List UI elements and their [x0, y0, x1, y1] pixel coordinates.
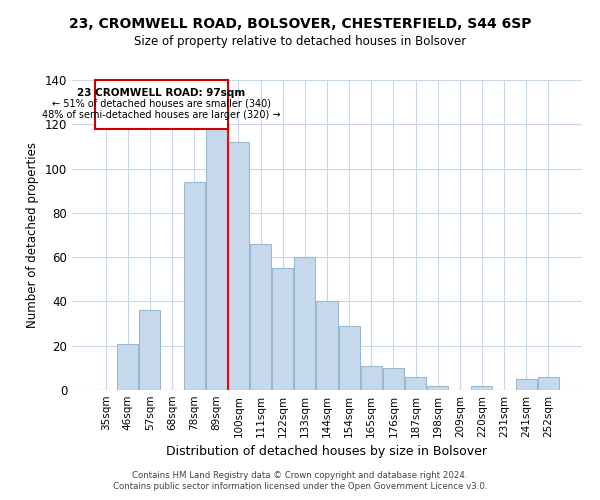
Bar — [361, 366, 382, 390]
Bar — [515, 379, 536, 390]
Bar — [206, 128, 227, 390]
Bar — [383, 368, 404, 390]
Y-axis label: Number of detached properties: Number of detached properties — [26, 142, 39, 328]
Text: ← 51% of detached houses are smaller (340): ← 51% of detached houses are smaller (34… — [52, 99, 271, 109]
Text: Size of property relative to detached houses in Bolsover: Size of property relative to detached ho… — [134, 35, 466, 48]
FancyBboxPatch shape — [95, 80, 228, 128]
Text: 48% of semi-detached houses are larger (320) →: 48% of semi-detached houses are larger (… — [42, 110, 281, 120]
Bar — [228, 142, 249, 390]
Text: 23 CROMWELL ROAD: 97sqm: 23 CROMWELL ROAD: 97sqm — [77, 88, 245, 98]
Bar — [316, 302, 338, 390]
Bar — [272, 268, 293, 390]
Bar — [295, 257, 316, 390]
Bar — [118, 344, 139, 390]
X-axis label: Distribution of detached houses by size in Bolsover: Distribution of detached houses by size … — [167, 446, 487, 458]
Bar — [405, 376, 426, 390]
Text: Contains HM Land Registry data © Crown copyright and database right 2024.: Contains HM Land Registry data © Crown c… — [132, 471, 468, 480]
Bar — [184, 182, 205, 390]
Bar — [139, 310, 160, 390]
Bar — [338, 326, 359, 390]
Bar — [472, 386, 493, 390]
Text: Contains public sector information licensed under the Open Government Licence v3: Contains public sector information licen… — [113, 482, 487, 491]
Text: 23, CROMWELL ROAD, BOLSOVER, CHESTERFIELD, S44 6SP: 23, CROMWELL ROAD, BOLSOVER, CHESTERFIEL… — [69, 18, 531, 32]
Bar — [538, 376, 559, 390]
Bar — [427, 386, 448, 390]
Bar — [250, 244, 271, 390]
